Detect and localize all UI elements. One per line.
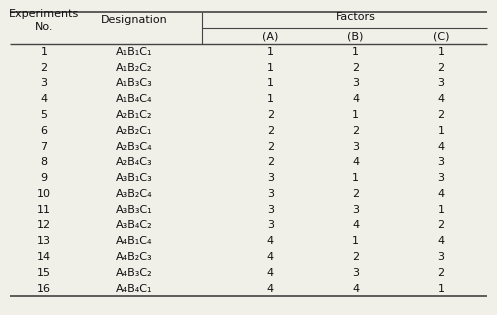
- Text: 11: 11: [37, 205, 51, 215]
- Text: 4: 4: [352, 94, 359, 104]
- Text: 10: 10: [37, 189, 51, 199]
- Text: A₄B₄C₁: A₄B₄C₁: [116, 284, 152, 294]
- Text: 2: 2: [267, 110, 274, 120]
- Text: (A): (A): [262, 31, 279, 41]
- Text: 3: 3: [437, 78, 444, 89]
- Text: A₃B₂C₄: A₃B₂C₄: [116, 189, 153, 199]
- Text: 1: 1: [352, 173, 359, 183]
- Text: A₁B₁C₁: A₁B₁C₁: [116, 47, 152, 57]
- Text: 3: 3: [267, 205, 274, 215]
- Text: 3: 3: [437, 157, 444, 167]
- Text: 1: 1: [352, 47, 359, 57]
- Text: 3: 3: [40, 78, 47, 89]
- Text: 9: 9: [40, 173, 48, 183]
- Text: 2: 2: [267, 157, 274, 167]
- Text: 1: 1: [437, 47, 444, 57]
- Text: 2: 2: [352, 126, 359, 136]
- Text: 2: 2: [352, 252, 359, 262]
- Text: 4: 4: [437, 141, 444, 152]
- Text: 1: 1: [267, 94, 274, 104]
- Text: A₂B₂C₁: A₂B₂C₁: [116, 126, 152, 136]
- Text: 2: 2: [352, 63, 359, 73]
- Text: 4: 4: [437, 236, 444, 246]
- Text: A₁B₃C₃: A₁B₃C₃: [116, 78, 153, 89]
- Text: 3: 3: [267, 173, 274, 183]
- Text: 5: 5: [40, 110, 47, 120]
- Text: A₃B₄C₂: A₃B₄C₂: [116, 220, 153, 230]
- Text: 12: 12: [37, 220, 51, 230]
- Text: A₃B₃C₁: A₃B₃C₁: [116, 205, 153, 215]
- Text: 7: 7: [40, 141, 48, 152]
- Text: 4: 4: [437, 94, 444, 104]
- Text: 4: 4: [267, 284, 274, 294]
- Text: 3: 3: [352, 78, 359, 89]
- Text: A₁B₂C₂: A₁B₂C₂: [116, 63, 152, 73]
- Text: 3: 3: [352, 268, 359, 278]
- Text: 3: 3: [437, 173, 444, 183]
- Text: 4: 4: [267, 252, 274, 262]
- Text: 1: 1: [437, 126, 444, 136]
- Text: (B): (B): [347, 31, 364, 41]
- Text: A₂B₁C₂: A₂B₁C₂: [116, 110, 152, 120]
- Text: A₂B₄C₃: A₂B₄C₃: [116, 157, 153, 167]
- Text: A₄B₂C₃: A₄B₂C₃: [116, 252, 153, 262]
- Text: 1: 1: [437, 205, 444, 215]
- Text: 2: 2: [437, 220, 444, 230]
- Text: 3: 3: [267, 189, 274, 199]
- Text: 16: 16: [37, 284, 51, 294]
- Text: (C): (C): [433, 31, 449, 41]
- Text: 1: 1: [267, 63, 274, 73]
- Text: 3: 3: [352, 205, 359, 215]
- Text: 13: 13: [37, 236, 51, 246]
- Text: A₁B₄C₄: A₁B₄C₄: [116, 94, 152, 104]
- Text: 2: 2: [437, 110, 444, 120]
- Text: 2: 2: [267, 126, 274, 136]
- Text: 4: 4: [352, 284, 359, 294]
- Text: A₃B₁C₃: A₃B₁C₃: [116, 173, 153, 183]
- Text: 3: 3: [267, 220, 274, 230]
- Text: 1: 1: [267, 78, 274, 89]
- Text: 2: 2: [267, 141, 274, 152]
- Text: 1: 1: [267, 47, 274, 57]
- Text: 2: 2: [40, 63, 48, 73]
- Text: 2: 2: [352, 189, 359, 199]
- Text: A₄B₃C₂: A₄B₃C₂: [116, 268, 153, 278]
- Text: 3: 3: [352, 141, 359, 152]
- Text: 4: 4: [267, 236, 274, 246]
- Text: 14: 14: [37, 252, 51, 262]
- Text: 4: 4: [267, 268, 274, 278]
- Text: 1: 1: [437, 284, 444, 294]
- Text: 3: 3: [437, 252, 444, 262]
- Text: 4: 4: [437, 189, 444, 199]
- Text: 6: 6: [40, 126, 47, 136]
- Text: 2: 2: [437, 268, 444, 278]
- Text: Experiments
No.: Experiments No.: [9, 9, 79, 32]
- Text: 15: 15: [37, 268, 51, 278]
- Text: Designation: Designation: [101, 15, 167, 25]
- Text: 2: 2: [437, 63, 444, 73]
- Text: A₂B₃C₄: A₂B₃C₄: [116, 141, 153, 152]
- Text: 8: 8: [40, 157, 48, 167]
- Text: 4: 4: [352, 157, 359, 167]
- Text: 1: 1: [40, 47, 47, 57]
- Text: Factors: Factors: [335, 13, 376, 22]
- Text: 4: 4: [352, 220, 359, 230]
- Text: 1: 1: [352, 110, 359, 120]
- Text: 1: 1: [352, 236, 359, 246]
- Text: 4: 4: [40, 94, 48, 104]
- Text: A₄B₁C₄: A₄B₁C₄: [116, 236, 152, 246]
